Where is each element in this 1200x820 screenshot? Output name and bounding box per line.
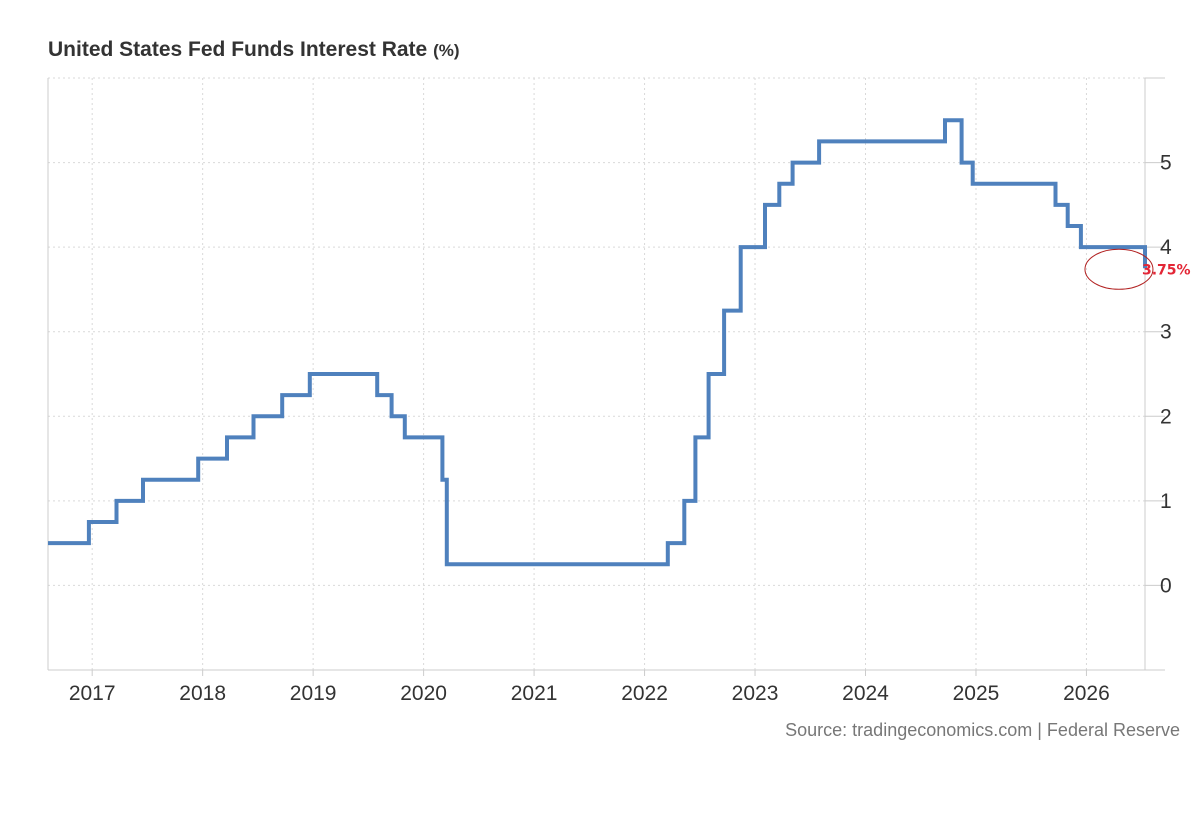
last-value-highlight	[1084, 248, 1154, 290]
source-note: Source: tradingeconomics.com | Federal R…	[785, 720, 1180, 740]
x-tick-label: 2020	[400, 682, 447, 705]
x-tick-label: 2023	[732, 682, 779, 705]
chart-title: United States Fed Funds Interest Rate (%…	[48, 38, 460, 62]
rate-step-line	[48, 118, 1147, 567]
last-value-label: 3.75%	[1142, 262, 1191, 278]
last-value-group: 3.75%	[1084, 248, 1191, 290]
tick-labels: 2017 2018 2019 2020 2021 2022 2023 2024 2025 2026…	[69, 152, 1172, 705]
chart-axes	[47, 77, 1165, 676]
y-tick-label: 0	[1160, 574, 1172, 597]
chart-title-text: United States Fed Funds Interest Rate	[48, 38, 428, 61]
y-tick-label: 3	[1160, 321, 1172, 344]
y-tick-label: 2	[1160, 405, 1172, 428]
series-group	[48, 118, 1147, 567]
x-tick-label: 2022	[621, 682, 668, 705]
x-tick-label: 2019	[290, 682, 337, 705]
x-tick-label: 2021	[511, 682, 558, 705]
x-tick-label: 2024	[842, 682, 889, 705]
x-tick-label: 2026	[1063, 682, 1110, 705]
y-tick-label: 4	[1160, 236, 1172, 259]
x-tick-label: 2017	[69, 682, 116, 705]
gridlines	[48, 77, 1145, 671]
chart-title-unit: (%)	[433, 41, 460, 60]
x-tick-label: 2025	[953, 682, 1000, 705]
y-tick-label: 1	[1160, 490, 1172, 513]
x-tick-label: 2018	[179, 682, 226, 705]
y-tick-label: 5	[1160, 152, 1172, 175]
